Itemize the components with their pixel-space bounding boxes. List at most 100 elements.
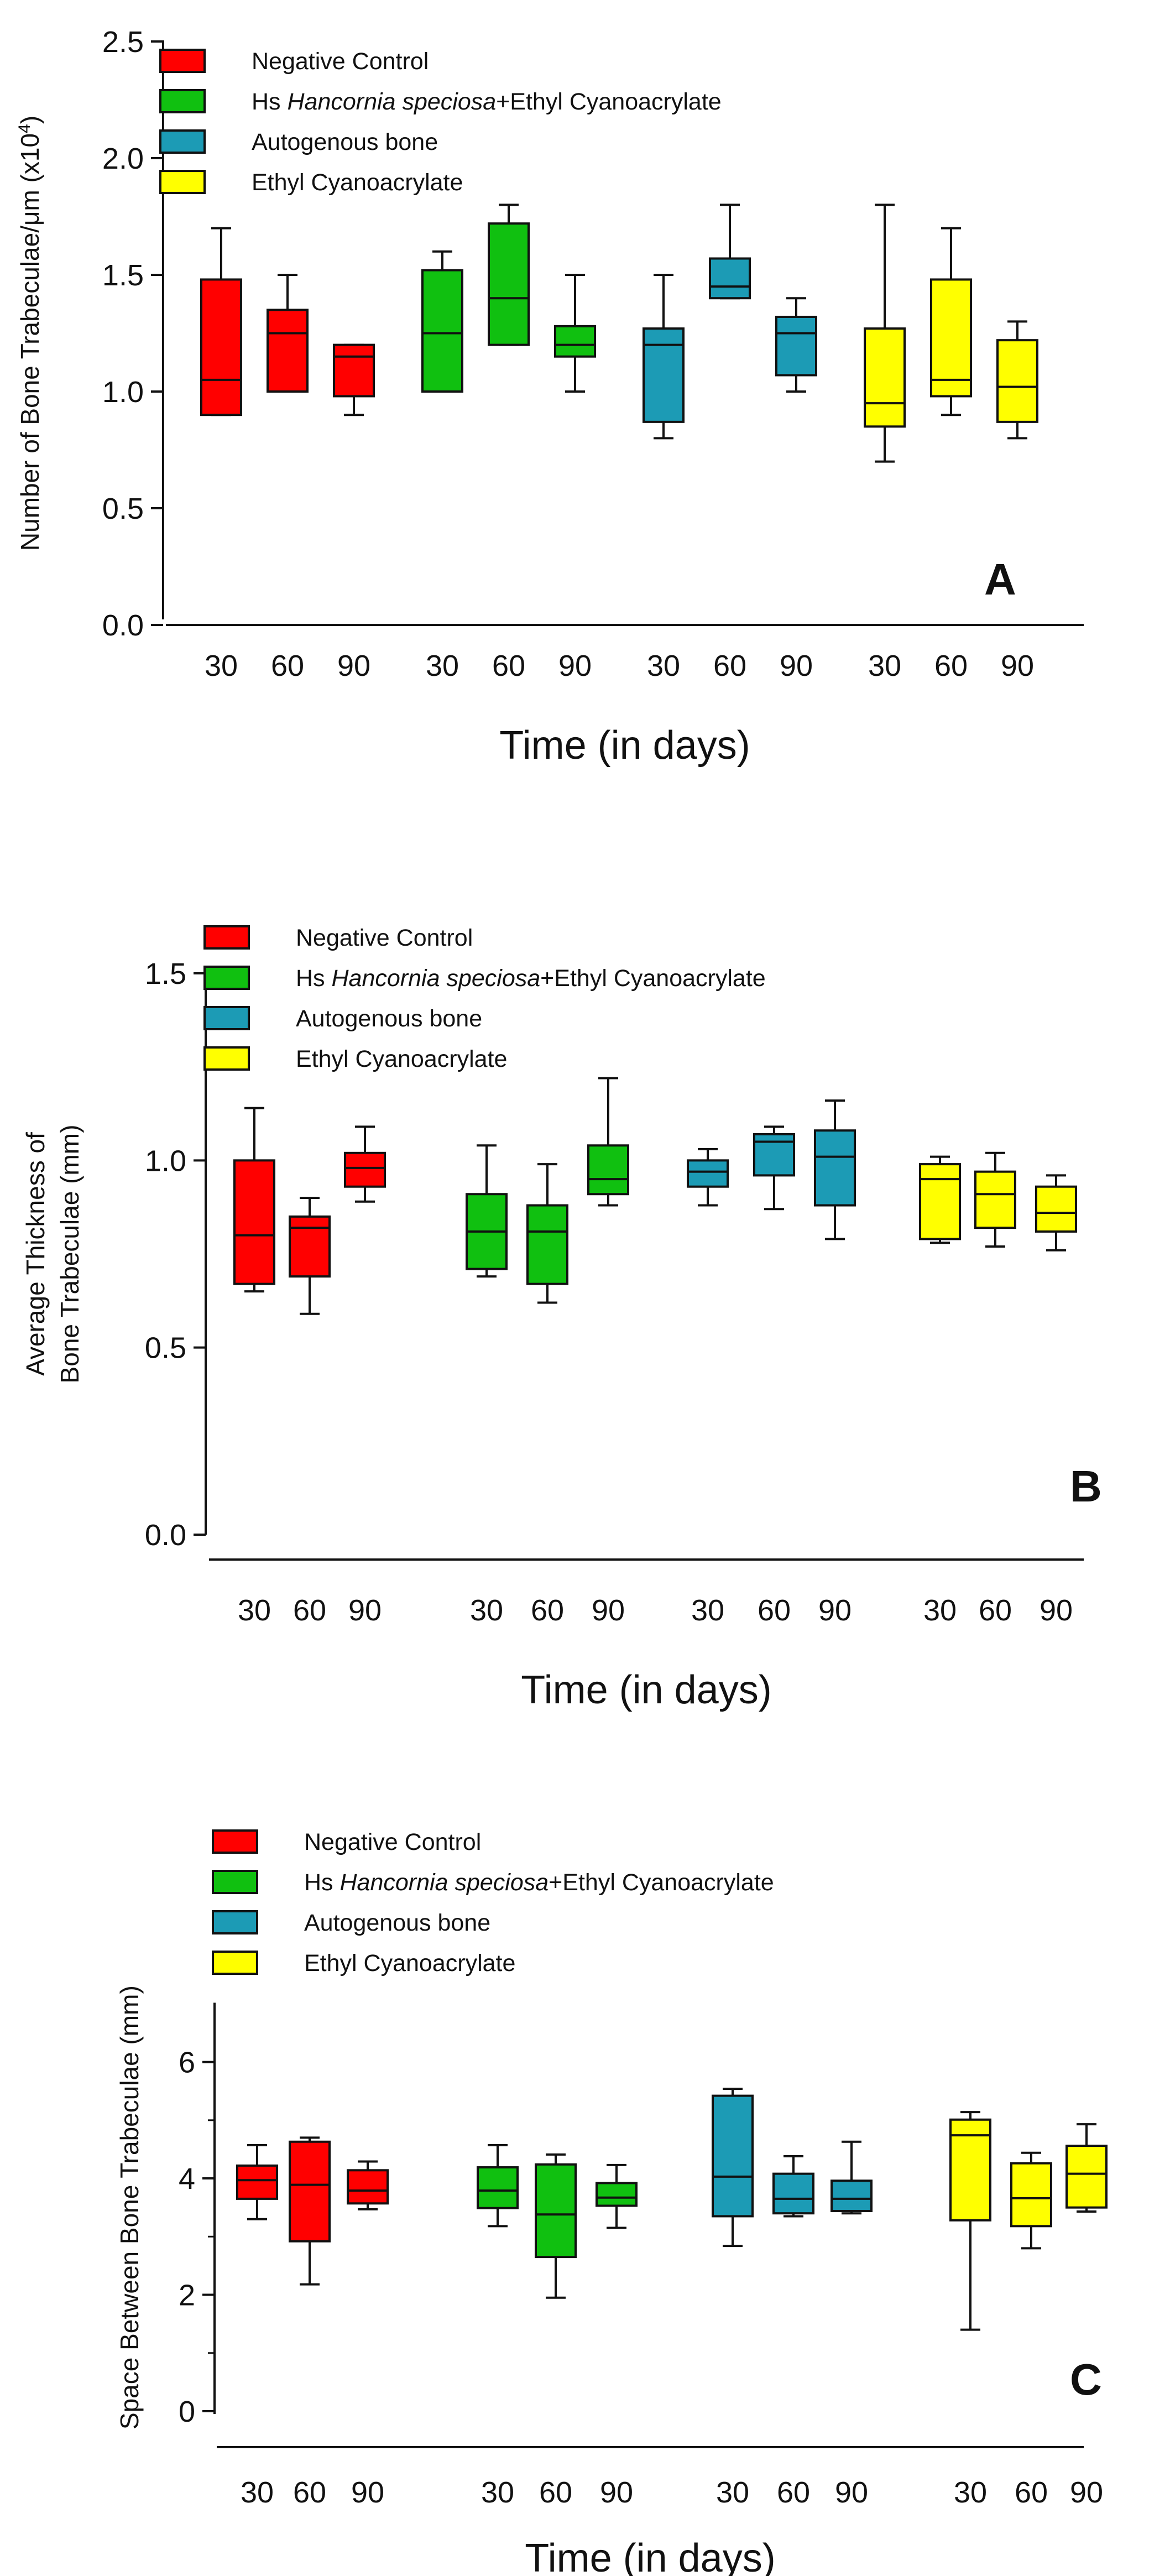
- x-tick-label: 60: [539, 2476, 572, 2509]
- x-tick-label: 90: [348, 1594, 382, 1627]
- legend-label: Autogenous bone: [304, 1910, 490, 1936]
- y-axis-label: Number of Bone Trabeculae/μm (x104): [15, 116, 45, 551]
- x-axis-label: Time (in days): [499, 723, 750, 768]
- legend-label-part: Ethyl Cyanoacrylate: [304, 1950, 515, 1977]
- box-rect: [477, 2166, 519, 2209]
- legend-swatch: [212, 1829, 258, 1854]
- box-60: [289, 2136, 331, 2286]
- box-group-1: [233, 1107, 386, 1315]
- box-rect: [974, 1170, 1016, 1229]
- x-tick-label: 90: [818, 1594, 852, 1627]
- legend-label-part: Hs: [296, 965, 332, 992]
- x-tick-label: 90: [600, 2476, 633, 2509]
- chart-panel-b: 0.0 0.5 1.0 1.5 30 60 90 30 60 90 30 60 90 30 60 90 Time…: [21, 925, 1102, 1712]
- x-tick-label: 30: [716, 2476, 749, 2509]
- x-tick-label: 90: [1070, 2476, 1103, 2509]
- box-90: [587, 1077, 629, 1207]
- x-axis-label: Time (in days): [525, 2536, 775, 2576]
- box-90: [333, 343, 375, 416]
- box-60: [526, 1163, 568, 1304]
- x-tick-label: 60: [1015, 2476, 1048, 2509]
- x-tick-label: 30: [426, 649, 459, 682]
- x-tick-label: 90: [835, 2476, 868, 2509]
- box-rect: [488, 222, 530, 346]
- box-group-2: [466, 1077, 629, 1304]
- y-axis-label-line: Bone Trabeculae (mm): [55, 1125, 84, 1384]
- legend-swatch: [212, 1910, 258, 1934]
- box-rect: [1010, 2162, 1052, 2228]
- box-30: [864, 204, 906, 463]
- legend-label: Autogenous bone: [252, 129, 438, 155]
- box-30: [712, 2087, 754, 2248]
- box-rect: [814, 1129, 856, 1207]
- y-tick-label: 2: [179, 2279, 195, 2312]
- y-tick-label: 0.0: [102, 609, 144, 642]
- x-tick-label: 90: [351, 2476, 384, 2509]
- box-30: [687, 1148, 729, 1207]
- legend-label-part: Autogenous bone: [252, 129, 438, 155]
- y-tick-label: 1.5: [102, 259, 144, 292]
- x-tick-label: 90: [1001, 649, 1034, 682]
- y-tick-label: 1.5: [145, 957, 186, 990]
- y-axis-label-part: Space Between Bone Trabeculae (mm): [115, 1985, 144, 2429]
- box-30: [236, 2144, 278, 2220]
- x-tick-label: 30: [470, 1594, 503, 1627]
- box-30: [421, 250, 463, 393]
- y-tick-label: 0.0: [145, 1519, 186, 1552]
- box-30: [466, 1144, 508, 1278]
- box-30: [643, 274, 685, 440]
- box-rect: [596, 2182, 638, 2207]
- x-tick-label: 90: [592, 1594, 625, 1627]
- legend-swatch: [159, 129, 206, 154]
- legend-label-part: Hancornia speciosa: [340, 1869, 549, 1896]
- box-group-3: [687, 1099, 856, 1240]
- x-tick-label: 60: [531, 1594, 564, 1627]
- box-60: [753, 1125, 795, 1211]
- panel-letter: B: [1070, 1462, 1102, 1511]
- x-tick-label: 60: [979, 1594, 1012, 1627]
- y-tick-label: 0.5: [102, 492, 144, 525]
- box-60: [930, 227, 972, 416]
- legend-label-part: Negative Control: [296, 925, 473, 951]
- legend: Negative Control Hs Hancornia speciosa+Et…: [212, 1829, 774, 1977]
- legend-swatch: [203, 966, 250, 990]
- x-tick-label: 30: [954, 2476, 987, 2509]
- x-tick-label: 90: [780, 649, 813, 682]
- legend-label-part: Ethyl Cyanoacrylate: [252, 169, 463, 196]
- box-60: [488, 204, 530, 346]
- x-tick-label: 30: [868, 649, 901, 682]
- legend-swatch: [203, 1046, 250, 1071]
- x-tick-label: 30: [647, 649, 680, 682]
- legend-label-part: Hs: [252, 88, 288, 115]
- x-tick-label: 30: [923, 1594, 957, 1627]
- box-rect: [1065, 2145, 1108, 2209]
- x-tick-label: 60: [293, 1594, 326, 1627]
- legend: Negative Control Hs Hancornia speciosa+Et…: [203, 925, 766, 1072]
- chart-panel-c: 0 2 4 6 30 60 90 30 60 90 30 60 90 30 60 90 Time (in day…: [115, 1829, 1108, 2576]
- box-group-2: [477, 2144, 638, 2299]
- box-rect: [864, 327, 906, 428]
- y-axis-label-part: 4: [15, 124, 34, 133]
- box-30: [949, 2111, 991, 2331]
- legend-label-part: Hs: [304, 1869, 340, 1896]
- legend-label-part: Autogenous bone: [304, 1910, 490, 1936]
- y-tick-label: 0: [179, 2395, 195, 2428]
- box-30: [477, 2144, 519, 2228]
- x-tick-label: 90: [1040, 1594, 1073, 1627]
- legend-label: Hs Hancornia speciosa+Ethyl Cyanoacrylat…: [252, 88, 722, 115]
- x-tick-label: 60: [713, 649, 746, 682]
- legend-swatch: [212, 1870, 258, 1894]
- box-rect: [233, 1159, 275, 1285]
- x-axis-label: Time (in days): [521, 1668, 771, 1712]
- y-axis-label: Average Thickness of Bone Trabeculae (mm): [21, 1125, 84, 1384]
- legend-swatch: [159, 49, 206, 73]
- box-rect: [1035, 1185, 1077, 1233]
- box-60: [709, 204, 751, 300]
- box-90: [996, 320, 1038, 440]
- legend-swatch: [203, 1006, 250, 1030]
- legend-label: Negative Control: [304, 1829, 481, 1855]
- legend-label-part: Hancornia speciosa: [332, 965, 541, 992]
- box-group-1: [236, 2136, 389, 2286]
- x-tick-label: 30: [481, 2476, 514, 2509]
